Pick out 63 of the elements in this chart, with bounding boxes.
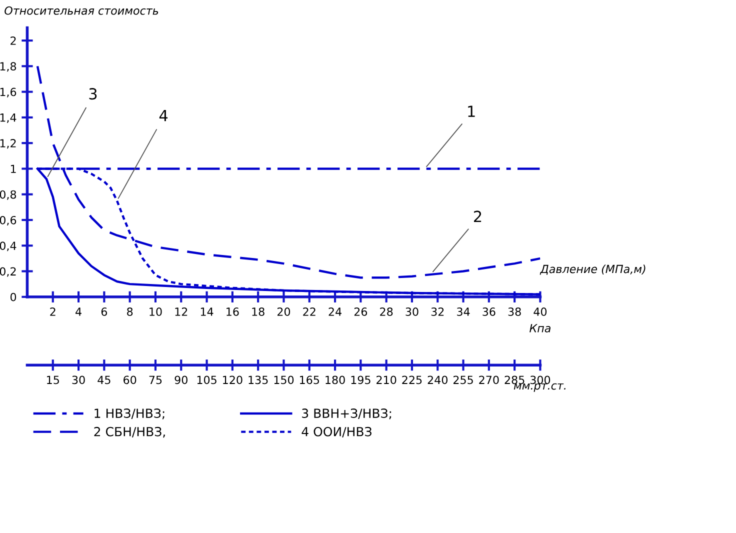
x-tick-label: 40 [534, 307, 547, 316]
x2-tick-label: 300 [530, 376, 550, 384]
legend-label: 4 ООИ/НВЗ [302, 426, 372, 438]
x-tick-label: 26 [354, 307, 368, 316]
y-tick-label: 0,8 [0, 190, 16, 200]
x-tick-label: 12 [175, 307, 188, 316]
x2-tick-label: 270 [479, 376, 499, 384]
x2-tick-label: 120 [223, 376, 242, 384]
x2-tick-label: 105 [197, 376, 216, 384]
x2-axis-title: мм.рт.ст. [514, 383, 566, 392]
y-tick-label: 0,6 [0, 216, 16, 226]
x2-tick-label: 285 [504, 376, 524, 384]
x-tick-label: 32 [431, 307, 444, 316]
y-axis-title: Относительная стоимость [4, 6, 158, 15]
x2-tick-label: 255 [453, 376, 473, 384]
x-tick-label: 14 [200, 308, 214, 316]
x-tick-label: 6 [101, 307, 108, 316]
x-tick-label: 38 [508, 307, 521, 316]
x-tick-label: 36 [482, 307, 496, 316]
y-tick-label: 1,6 [0, 88, 16, 98]
x2-tick-label: 30 [72, 376, 85, 384]
x2-tick-label: 195 [351, 376, 370, 384]
legend-label: 1 НВЗ/НВЗ; [94, 408, 164, 420]
annotation: 3 [89, 88, 97, 100]
annotation: 4 [159, 110, 168, 122]
annotation: 1 [468, 106, 475, 117]
y-tick-label: 1,2 [0, 139, 16, 149]
x-tick-label: 28 [380, 307, 393, 316]
y-tick-label: 1,4 [0, 114, 16, 123]
y-tick-label: 2 [10, 36, 16, 45]
y-tick-label: 1,8 [0, 62, 16, 72]
x2-tick-label: 90 [174, 376, 188, 384]
annotation: Давление (МПа,м) [540, 264, 646, 275]
x-tick-label: 20 [277, 307, 290, 316]
x-tick-label: 2 [50, 307, 56, 316]
x-tick-label: 22 [303, 307, 316, 316]
x-tick-label: 8 [127, 307, 133, 316]
x2-tick-label: 75 [149, 376, 162, 384]
x-tick-label: 18 [252, 307, 264, 316]
x2-tick-label: 60 [124, 376, 136, 384]
legend-label: 2 СБН/НВЗ, [94, 426, 165, 438]
x-axis-title: Кпа [530, 324, 550, 332]
legend-label: 3 ВВН+З/НВЗ; [302, 408, 392, 420]
x2-tick-label: 150 [274, 376, 294, 384]
y-tick-label: 0,2 [0, 267, 16, 277]
x-tick-label: 4 [76, 308, 82, 316]
annotation: 2 [474, 210, 482, 222]
x-tick-label: 24 [328, 307, 342, 316]
y-tick-label: 0 [10, 292, 16, 302]
x-tick-label: 16 [226, 307, 239, 316]
y-tick-label: 1 [10, 164, 16, 173]
x2-tick-label: 240 [428, 376, 448, 384]
x-tick-label: 30 [406, 307, 418, 316]
x-tick-label: 10 [150, 307, 162, 316]
x-tick-label: 34 [457, 307, 470, 316]
y-tick-label: 0,4 [0, 242, 16, 252]
x2-tick-label: 225 [402, 376, 422, 384]
x2-tick-label: 165 [300, 376, 320, 384]
x2-tick-label: 15 [47, 376, 59, 384]
x2-tick-label: 210 [376, 376, 396, 384]
x2-tick-label: 180 [326, 376, 345, 384]
x2-tick-label: 45 [98, 376, 110, 384]
x2-tick-label: 135 [248, 376, 268, 384]
